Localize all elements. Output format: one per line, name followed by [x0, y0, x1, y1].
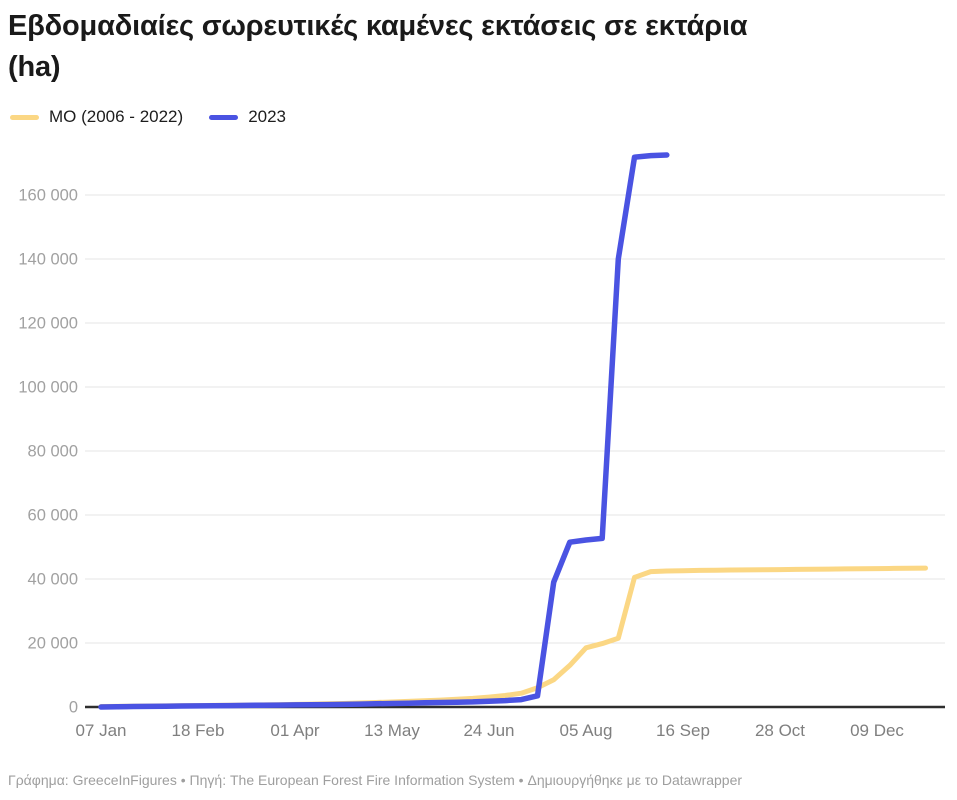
line-chart: 0 20 000 40 000 60 000 80 000 100 000 120 000 1…: [18, 152, 945, 740]
legend-swatch-2023: [209, 114, 239, 120]
y-tick-label: 20 000: [28, 635, 78, 653]
y-tick-label: 0: [69, 699, 78, 717]
y-tick-label: 100 000: [18, 379, 78, 397]
footer-attribution: Γράφημα: GreeceInFigures • Πηγή: The Eur…: [8, 772, 742, 788]
chart-title: Εβδομαδιαίες σωρευτικές καμένες εκτάσεις…: [8, 6, 748, 88]
x-tick-label: 16 Sep: [656, 721, 710, 740]
footer-chart-credit: Γράφημα: GreeceInFigures: [8, 772, 177, 788]
datawrapper-link[interactable]: Δημιουργήθηκε με το Datawrapper: [527, 772, 743, 788]
y-tick-label: 160 000: [18, 187, 78, 205]
series-line-mo-average[interactable]: [98, 565, 928, 709]
footer-separator-2: •: [514, 772, 528, 788]
legend-item-average: ΜΟ (2006 - 2022): [10, 107, 183, 127]
chart-title-line2: (ha): [8, 51, 61, 83]
y-tick-label: 60 000: [28, 507, 78, 525]
footer-source: Πηγή: The European Forest Fire Informati…: [189, 772, 515, 788]
x-tick-label: 05 Aug: [560, 721, 613, 740]
series-line-2023[interactable]: [98, 152, 670, 710]
x-tick-label: 24 Jun: [463, 721, 514, 740]
y-tick-label: 80 000: [28, 443, 78, 461]
x-tick-label: 13 May: [364, 721, 420, 740]
legend-label-average: ΜΟ (2006 - 2022): [49, 107, 184, 126]
legend: ΜΟ (2006 - 2022) 2023: [10, 107, 286, 127]
footer-separator-1: •: [176, 772, 190, 788]
legend-label-2023: 2023: [248, 107, 287, 126]
x-tick-label: 18 Feb: [172, 721, 225, 740]
x-tick-label: 07 Jan: [75, 721, 126, 740]
y-tick-label: 40 000: [28, 571, 78, 589]
y-tick-label: 140 000: [18, 251, 78, 269]
x-tick-label: 01 Apr: [270, 721, 319, 740]
y-tick-label: 120 000: [18, 315, 78, 333]
legend-swatch-average: [10, 114, 39, 120]
x-tick-label: 28 Oct: [755, 721, 805, 740]
chart-title-line1: Εβδομαδιαίες σωρευτικές καμένες εκτάσεις…: [8, 10, 748, 42]
x-tick-label: 09 Dec: [850, 721, 904, 740]
legend-item-2023: 2023: [209, 107, 286, 127]
